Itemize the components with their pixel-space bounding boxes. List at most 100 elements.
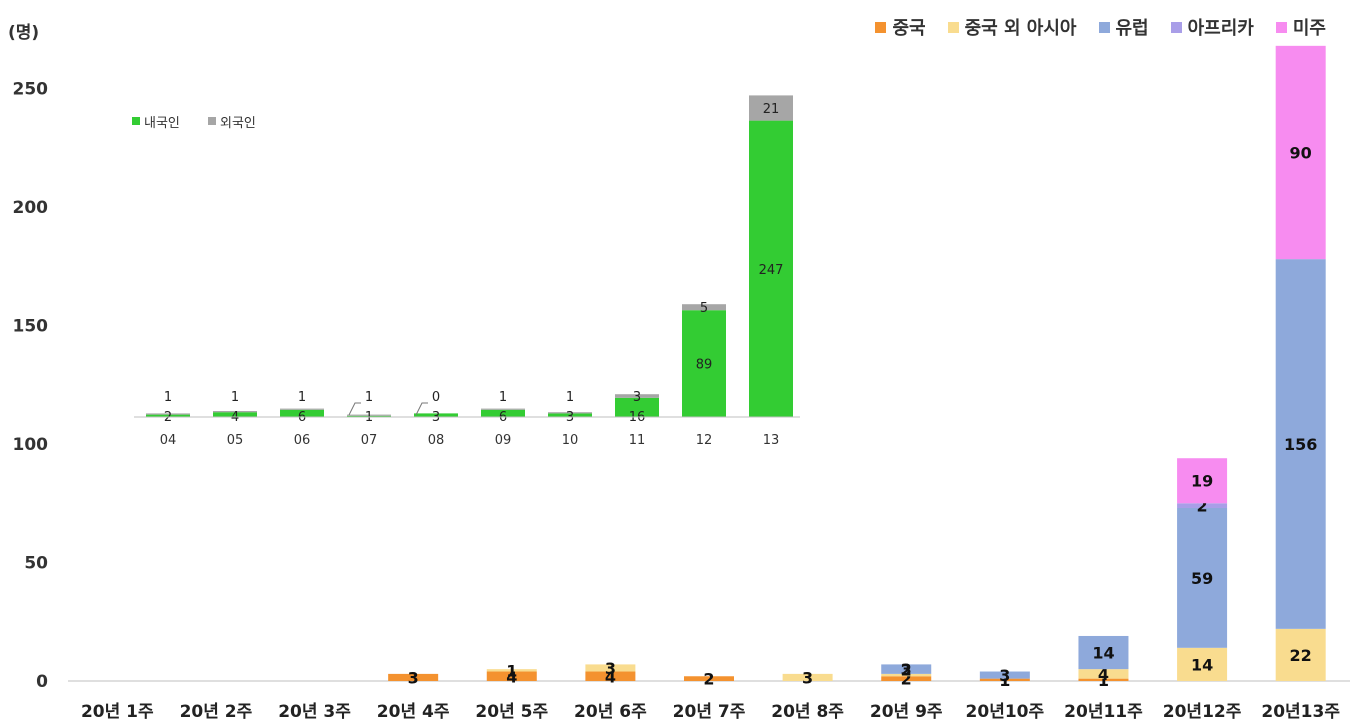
inset-data-label: 1	[298, 390, 306, 405]
legend-swatch	[875, 21, 887, 33]
bar-segment	[486, 669, 537, 672]
inset-x-tick-label: 10	[562, 433, 579, 448]
inset-bar-segment	[615, 397, 659, 417]
inset-bar-segment	[749, 95, 793, 121]
legend-swatch	[1275, 21, 1287, 33]
inset-legend-label: 외국인	[220, 116, 256, 131]
inset-data-label: 1	[231, 390, 239, 405]
data-label: 156	[1284, 435, 1317, 454]
bar-segment	[1275, 45, 1326, 260]
bar-segment	[585, 664, 636, 672]
y-tick-label: 50	[24, 554, 48, 574]
inset-data-label: 89	[696, 358, 713, 373]
bar-segment	[979, 678, 1030, 681]
bar-segment	[388, 673, 439, 681]
legend-label: 중국 외 아시아	[964, 18, 1077, 39]
main-legend: 중국 중국 외 아시아 유럽 아프리카 미주	[875, 14, 1326, 40]
bar-segment	[486, 671, 537, 681]
legend-swatch	[1098, 21, 1110, 33]
inset-bar-segment	[213, 411, 257, 413]
inset-x-tick-label: 05	[227, 433, 244, 448]
data-label: 4	[605, 667, 616, 686]
data-label: 2	[1197, 497, 1208, 516]
data-label: 1	[999, 671, 1010, 690]
y-tick-label: 150	[13, 317, 49, 337]
inset-bar-segment	[615, 394, 659, 398]
y-tick-label: 0	[36, 672, 48, 692]
inset-data-label: 3	[633, 390, 641, 405]
bar-segment	[684, 676, 734, 681]
data-label: 19	[1191, 472, 1213, 491]
bar-segment	[1078, 635, 1129, 670]
inset-x-tick-label: 09	[495, 433, 512, 448]
inset-legend-label: 내국인	[144, 116, 180, 131]
inset-bar-segment	[347, 414, 391, 416]
inset-bar-segment	[548, 412, 592, 414]
inset-bar-segment	[146, 413, 190, 415]
legend-label: 중국	[892, 18, 926, 39]
y-tick-label: 200	[13, 198, 49, 218]
inset-bar-segment	[481, 409, 525, 417]
x-tick-label: 20년 5주	[475, 702, 548, 721]
data-label: 3	[802, 668, 813, 687]
x-tick-label: 20년11주	[1064, 702, 1143, 721]
bar-segment	[585, 671, 636, 681]
bar-segment	[1078, 678, 1129, 681]
legend-item: 중국	[875, 14, 926, 40]
x-tick-label: 20년 9주	[870, 702, 943, 721]
inset-legend-swatch	[208, 117, 216, 125]
bar-segment	[1177, 507, 1228, 648]
inset-bar-segment	[481, 408, 525, 410]
data-label: 2	[703, 670, 714, 689]
inset-bar-segment	[280, 409, 324, 417]
inset-x-tick-label: 11	[629, 433, 646, 448]
inset-data-label: 247	[759, 263, 784, 278]
data-label: 3	[999, 666, 1010, 685]
data-label: 3	[408, 668, 419, 687]
legend-item: 유럽	[1098, 14, 1149, 40]
y-tick-label: 250	[13, 80, 49, 100]
inset-bar-segment	[146, 414, 190, 417]
bar-segment	[979, 671, 1030, 679]
data-label: 4	[1098, 665, 1109, 684]
data-label: 59	[1191, 569, 1213, 588]
legend-item: 중국 외 아시아	[947, 14, 1077, 40]
legend-swatch	[1170, 21, 1182, 33]
inset-bar-segment	[548, 413, 592, 417]
bar-segment	[881, 673, 932, 677]
inset-bar-segment	[682, 310, 726, 417]
inset-data-label: 1	[499, 390, 507, 405]
data-label: 1	[1098, 671, 1109, 690]
inset-x-tick-label: 06	[294, 433, 311, 448]
data-label: 1	[506, 661, 517, 680]
inset-data-label: 1	[365, 390, 373, 405]
x-tick-label: 20년 8주	[771, 702, 844, 721]
bar-segment	[1177, 503, 1228, 508]
inset-leader-line	[415, 402, 428, 416]
inset-bar-segment	[280, 408, 324, 410]
inset-data-label: 0	[432, 390, 440, 405]
data-label: 3	[605, 659, 616, 678]
x-tick-label: 20년 6주	[574, 702, 647, 721]
inset-data-label: 5	[700, 301, 708, 316]
inset-bar-segment	[213, 412, 257, 417]
data-label: 22	[1290, 646, 1312, 665]
legend-item: 미주	[1275, 14, 1326, 40]
data-label: 3	[901, 660, 912, 679]
bar-segment	[881, 664, 932, 674]
bar-segment	[1275, 259, 1326, 629]
x-tick-label: 20년 4주	[377, 702, 450, 721]
inset-bar-segment	[347, 415, 391, 417]
x-tick-label: 20년12주	[1163, 702, 1242, 721]
x-tick-label: 20년 7주	[673, 702, 746, 721]
data-label: 2	[901, 670, 912, 689]
x-tick-label: 20년 3주	[278, 702, 351, 721]
data-label: 14	[1191, 655, 1213, 674]
legend-item: 아프리카	[1170, 14, 1254, 40]
inset-bar-segment	[749, 120, 793, 417]
bar-segment	[1177, 647, 1228, 681]
data-label: 4	[506, 667, 517, 686]
legend-swatch	[947, 21, 959, 33]
inset-data-label: 1	[164, 390, 172, 405]
